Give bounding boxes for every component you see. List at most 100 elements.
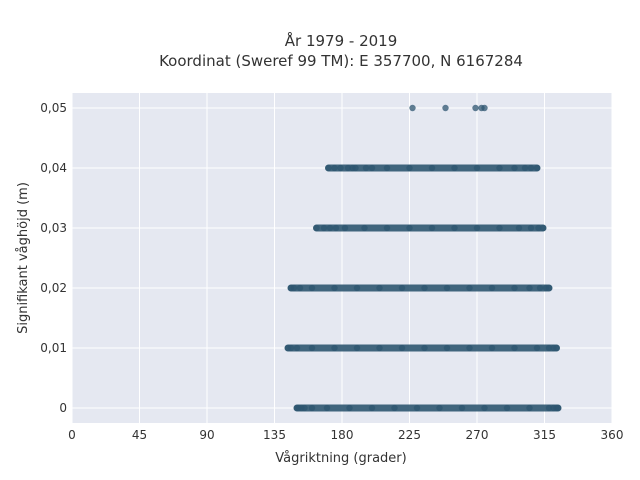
- data-point: [488, 284, 496, 292]
- data-point: [326, 224, 334, 232]
- data-point: [511, 284, 518, 292]
- data-point: [443, 344, 451, 352]
- data-point: [406, 164, 413, 172]
- data-point: [337, 164, 344, 172]
- data-point: [308, 284, 316, 292]
- data-point: [323, 404, 331, 412]
- y-tick-label: 0,01: [40, 341, 67, 355]
- data-point: [496, 164, 503, 172]
- y-tick-labels: 0 0,01 0,02 0,03 0,04 0,05: [40, 101, 67, 415]
- data-point: [320, 224, 328, 232]
- data-point: [535, 224, 542, 232]
- data-point: [398, 284, 406, 292]
- data-point: [296, 284, 304, 292]
- data-point: [536, 284, 544, 292]
- data-point: [368, 164, 376, 172]
- data-point: [308, 404, 316, 412]
- x-tick-label: 135: [263, 428, 286, 442]
- data-point: [545, 284, 553, 292]
- data-point: [383, 224, 391, 232]
- data-point: [406, 224, 413, 232]
- data-point: [481, 104, 488, 112]
- data-point: [526, 404, 533, 412]
- x-tick-label: 45: [132, 428, 147, 442]
- data-point: [346, 404, 353, 412]
- data-point: [515, 224, 523, 232]
- data-point: [527, 164, 535, 172]
- data-point: [488, 344, 496, 352]
- data-point: [353, 284, 361, 292]
- data-point: [451, 224, 458, 232]
- data-point: [362, 164, 370, 172]
- data-point: [533, 164, 541, 172]
- y-tick-label: 0,05: [40, 101, 67, 115]
- y-tick-label: 0,03: [40, 221, 67, 235]
- data-point: [344, 164, 352, 172]
- data-point: [481, 404, 488, 412]
- data-point: [361, 224, 368, 232]
- data-point: [308, 344, 316, 352]
- data-point: [331, 284, 338, 292]
- data-point: [376, 284, 383, 292]
- data-point: [353, 344, 361, 352]
- x-axis-label: Vågriktning (grader): [275, 451, 406, 466]
- x-tick-label: 315: [533, 428, 556, 442]
- data-point: [293, 344, 301, 352]
- y-axis-label: Signifikant våghöjd (m): [16, 182, 31, 334]
- data-point: [428, 164, 436, 172]
- chart-title-line-1: År 1979 - 2019: [285, 31, 398, 50]
- data-point: [458, 404, 466, 412]
- data-point: [421, 284, 428, 292]
- data-points: [284, 104, 562, 412]
- data-point: [398, 344, 406, 352]
- data-point: [331, 344, 338, 352]
- data-point: [313, 224, 320, 232]
- y-tick-label: 0,02: [40, 281, 67, 295]
- data-point: [341, 224, 349, 232]
- data-point: [421, 344, 428, 352]
- data-point: [409, 104, 416, 112]
- data-point: [391, 404, 398, 412]
- data-point: [301, 404, 308, 412]
- data-point: [383, 164, 391, 172]
- data-point: [287, 344, 295, 352]
- chart-title-line-2: Koordinat (Sweref 99 TM): E 357700, N 61…: [159, 52, 523, 70]
- data-point: [331, 164, 338, 172]
- x-gridlines: [71, 93, 613, 423]
- data-point: [527, 224, 535, 232]
- data-point: [545, 344, 553, 352]
- data-point: [325, 164, 332, 172]
- data-point: [413, 404, 421, 412]
- data-point: [442, 104, 449, 112]
- x-tick-label: 270: [466, 428, 489, 442]
- data-point: [553, 344, 560, 352]
- data-point: [290, 284, 298, 292]
- data-point: [368, 404, 376, 412]
- data-point: [376, 344, 383, 352]
- y-tick-label: 0: [59, 401, 67, 415]
- data-point: [533, 344, 541, 352]
- data-point: [539, 224, 547, 232]
- data-point: [332, 224, 340, 232]
- x-tick-label: 360: [601, 428, 624, 442]
- data-point: [473, 224, 481, 232]
- data-point: [466, 284, 473, 292]
- data-point: [443, 284, 451, 292]
- x-tick-label: 90: [199, 428, 214, 442]
- data-point: [511, 164, 518, 172]
- x-tick-label: 225: [398, 428, 421, 442]
- data-point: [526, 284, 533, 292]
- data-point: [466, 344, 473, 352]
- x-tick-label: 0: [68, 428, 76, 442]
- data-point: [436, 404, 443, 412]
- data-point: [451, 164, 458, 172]
- x-tick-label: 180: [331, 428, 354, 442]
- data-point: [521, 164, 529, 172]
- data-point: [472, 104, 479, 112]
- x-tick-labels: 0 45 90 135 180 225 270 315 360: [68, 428, 623, 442]
- data-point: [503, 404, 511, 412]
- data-point: [511, 344, 518, 352]
- data-point: [554, 404, 562, 412]
- data-point: [428, 224, 436, 232]
